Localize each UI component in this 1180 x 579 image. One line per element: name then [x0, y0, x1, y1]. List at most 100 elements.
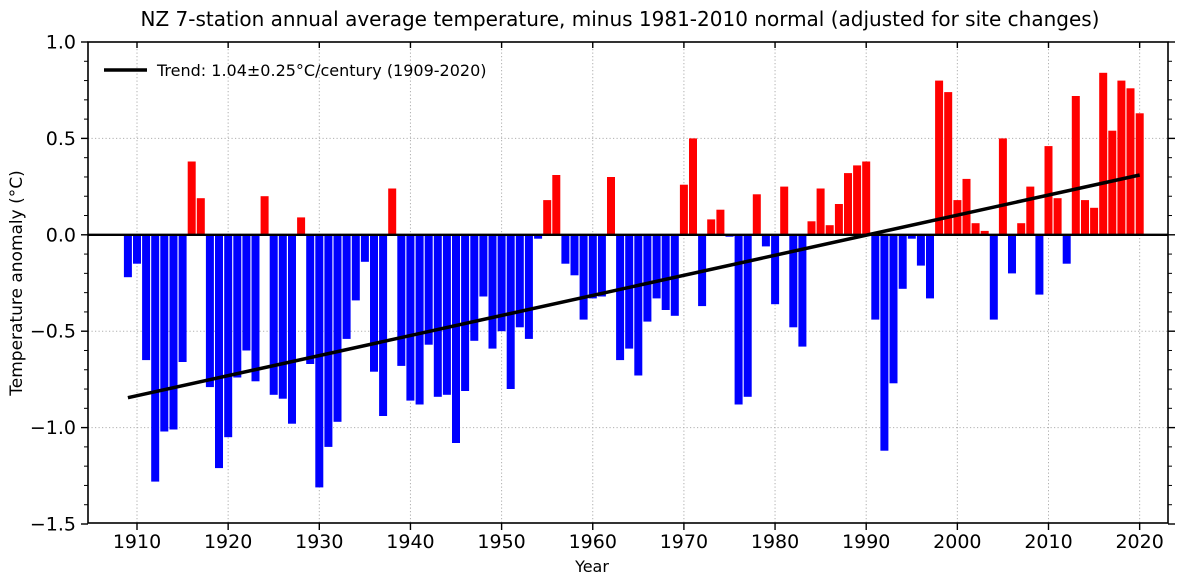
bar-1964	[625, 234, 634, 349]
bar-1930	[315, 234, 324, 488]
bar-1958	[570, 234, 579, 276]
bar-1969	[670, 234, 679, 316]
bar-2016	[1099, 72, 1108, 235]
bar-1936	[370, 234, 378, 372]
bar-2020	[1135, 113, 1144, 235]
bar-1921	[233, 234, 242, 378]
bar-1973	[707, 219, 716, 235]
x-tick-label: 1950	[477, 531, 525, 553]
bar-1953	[524, 234, 533, 339]
bar-1939	[397, 234, 406, 366]
trend-line	[127, 173, 1141, 400]
bar-2018	[1117, 80, 1126, 235]
bar-2010	[1044, 146, 1053, 235]
bar-1926	[278, 234, 287, 399]
bar-1923	[251, 234, 260, 382]
x-tick-label: 2020	[1115, 531, 1163, 553]
x-tick-label: 1910	[113, 531, 161, 553]
x-tick-label: 2000	[933, 531, 981, 553]
y-tick-label: −0.5	[30, 321, 76, 343]
bar-1942	[424, 234, 433, 345]
bar-1911	[142, 234, 151, 361]
legend-label: Trend: 1.04±0.25°C/century (1909-2020)	[156, 61, 487, 80]
tick-labels: 1910 1920 1930 1940 1950 1960 1970 1980 1990 2000…	[30, 32, 1164, 554]
x-tick-label: 1930	[295, 531, 343, 553]
bar-1986	[825, 225, 834, 235]
bar-1914	[169, 234, 178, 430]
bar-1977	[743, 234, 752, 397]
bar-1979	[761, 234, 770, 247]
bar-2019	[1126, 88, 1135, 235]
bar-1971	[689, 138, 697, 235]
chart-title: NZ 7-station annual average temperature,…	[140, 7, 1099, 31]
bar-2012	[1062, 234, 1071, 264]
bar-1918	[205, 234, 214, 388]
bar-1929	[306, 234, 315, 364]
bar-2004	[989, 234, 998, 320]
bar-1999	[944, 92, 953, 235]
bar-2011	[1053, 198, 1062, 235]
bar-1917	[196, 198, 205, 235]
bar-2005	[998, 138, 1007, 235]
bar-1997	[926, 234, 934, 299]
bar-1959	[579, 234, 588, 320]
bar-1976	[734, 234, 743, 405]
bar-1981	[780, 186, 789, 235]
bar-1995	[907, 234, 916, 239]
bar-1931	[324, 234, 333, 447]
bar-2008	[1026, 186, 1035, 235]
bar-1933	[342, 234, 351, 339]
bar-1996	[916, 234, 925, 266]
bar-1948	[479, 234, 488, 297]
bar-1935	[360, 234, 369, 262]
bar-1916	[187, 161, 196, 235]
bar-1961	[597, 234, 606, 297]
bar-1993	[889, 234, 898, 384]
bar-1962	[607, 177, 615, 235]
bar-1944	[442, 234, 451, 395]
bar-2007	[1017, 223, 1026, 235]
bar-1978	[752, 194, 761, 235]
bar-1912	[151, 234, 160, 482]
bar-1970	[679, 184, 688, 235]
bar-2002	[971, 223, 980, 235]
x-tick-label: 2010	[1024, 531, 1072, 553]
bar-1910	[133, 234, 141, 264]
bar-1925	[269, 234, 278, 395]
x-tick-label: 1990	[842, 531, 890, 553]
bar-1956	[552, 175, 561, 235]
x-axis-label: Year	[574, 557, 609, 576]
bars	[123, 72, 1144, 488]
bar-1947	[470, 234, 479, 341]
bar-1967	[652, 234, 661, 299]
bar-1949	[488, 234, 497, 349]
bar-1980	[771, 234, 780, 305]
bar-1998	[935, 80, 944, 235]
bar-2000	[953, 200, 962, 235]
bar-1937	[379, 234, 388, 416]
legend: Trend: 1.04±0.25°C/century (1909-2020)	[104, 61, 487, 80]
x-tick-label: 1920	[204, 531, 252, 553]
bar-1922	[242, 234, 251, 351]
axis-ticks	[81, 41, 1175, 530]
bar-1927	[288, 234, 296, 424]
bar-1913	[160, 234, 169, 432]
bar-1992	[880, 234, 889, 451]
y-tick-label: −1.5	[30, 514, 76, 536]
plot-border	[87, 41, 1169, 524]
bar-1960	[588, 234, 597, 299]
bar-2013	[1071, 96, 1080, 235]
bar-2015	[1090, 207, 1099, 235]
bar-1963	[616, 234, 625, 361]
bar-1988	[844, 173, 852, 235]
bar-1934	[351, 234, 360, 301]
bar-1941	[415, 234, 424, 405]
bar-1932	[333, 234, 342, 422]
bar-1968	[661, 234, 670, 310]
bar-1928	[297, 217, 306, 235]
bar-2001	[962, 178, 971, 235]
bar-2009	[1035, 234, 1044, 295]
bar-2006	[1008, 234, 1016, 274]
